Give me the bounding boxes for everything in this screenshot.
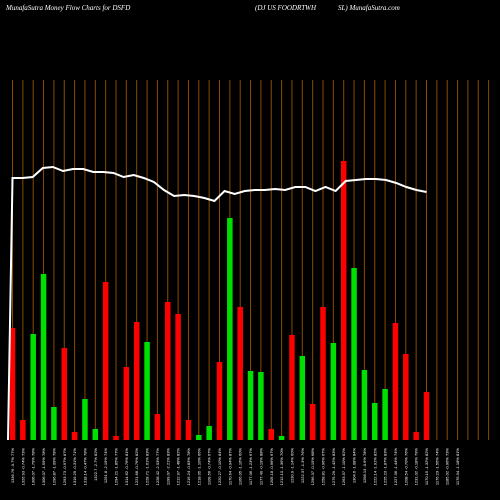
money-flow-bar-40	[413, 432, 419, 440]
money-flow-bar-14	[144, 342, 150, 440]
x-tick-label-5: 1296.87 -1.09% 78%	[51, 448, 56, 486]
money-flow-bar-28	[289, 335, 295, 440]
money-flow-bar-12	[123, 367, 130, 440]
money-flow-bar-8	[82, 399, 88, 440]
money-flow-bar-10	[102, 282, 109, 440]
money-flow-bar-24	[247, 371, 254, 440]
x-tick-label-40: 1231.02 -0.18% 79%	[414, 448, 419, 486]
x-tick-label-41: 1170.15 -1.32% 82%	[424, 448, 429, 486]
money-flow-bar-21	[216, 362, 223, 440]
x-tick-label-20: 1109.56 -0.74% 67%	[207, 448, 212, 486]
x-tick-label-16: 1199.07 -2.21% 83%	[165, 448, 170, 486]
money-flow-bar-2	[20, 420, 26, 440]
money-flow-bar-13	[133, 322, 140, 440]
x-tick-label-24: 1177.06 -1.23% 67%	[248, 448, 253, 486]
money-flow-bar-30	[309, 404, 316, 440]
money-flow-bar-38	[392, 323, 399, 440]
money-flow-bar-39	[403, 354, 409, 440]
money-flow-bar-7	[71, 432, 78, 440]
x-tick-label-31: 1258.81 -0.96% 67%	[321, 448, 326, 486]
x-tick-label-25: 1177.40 -0.19% 88%	[258, 448, 263, 486]
x-tick-label-42: 1176.23 -1.56% 74%	[434, 448, 439, 486]
x-tick-label-22: 1170.64 -0.94% 87%	[227, 448, 232, 486]
money-flow-bar-15	[154, 414, 161, 440]
x-tick-label-35: 1298.13 -0.6% 78%	[362, 448, 367, 484]
money-flow-bar-19	[196, 435, 202, 440]
money-flow-bar-25	[258, 372, 264, 440]
x-tick-label-6: 1293.73 -0.97% 87%	[62, 448, 67, 486]
money-flow-bar-27	[278, 436, 285, 440]
x-tick-label-12: 1314.62 -0.76% 81%	[124, 448, 129, 486]
x-tick-label-26: 1205.18 -0.96% 67%	[269, 448, 274, 486]
x-tick-label-14: 1228.71 -1.61% 83%	[145, 448, 150, 486]
money-flow-bar-33	[340, 161, 347, 440]
money-flow-bar-41	[423, 392, 430, 440]
money-flow-bar-20	[206, 426, 212, 440]
money-flow-bar-23	[237, 307, 243, 440]
x-tick-label-27: 1212.10 -1.36% 70%	[279, 448, 284, 486]
money-flow-bar-5	[51, 407, 57, 440]
x-tick-label-17: 1212.97 -1.48% 82%	[176, 448, 181, 486]
x-tick-label-19: 1218.05 -1.10% 66%	[196, 448, 201, 486]
money-flow-bar-31	[320, 307, 326, 440]
x-tick-label-44: 1176.34 -1.18% 81%	[455, 448, 460, 486]
money-flow-bar-32	[330, 343, 337, 440]
x-tick-label-28: 1230.9 -1.14% 60%	[289, 448, 294, 484]
money-flow-bar-29	[299, 356, 306, 440]
money-flow-bar-1	[9, 328, 16, 440]
money-flow-bar-3	[30, 334, 36, 440]
money-flow-bar-4	[40, 274, 47, 440]
money-flow-bar-35	[361, 370, 368, 440]
x-tick-label-3: 1306.07 -1.79% 78%	[31, 448, 36, 486]
price-line	[7, 165, 427, 441]
x-tick-label-7: 1319.29 -0.31% 71%	[72, 448, 77, 486]
x-tick-label-29: 1222.37 -1.3% 76%	[300, 448, 305, 484]
money-flow-bars	[9, 161, 430, 440]
x-tick-label-13: 1221.68 -0.76% 82%	[134, 448, 139, 486]
money-flow-bar-11	[113, 436, 119, 440]
x-tick-label-34: 1304.6 -1.08% 84%	[352, 448, 357, 484]
money-flow-bar-22	[227, 218, 233, 440]
money-flow-bar-37	[382, 389, 388, 440]
x-tick-label-37: 1225.23 -1.87% 83%	[383, 448, 388, 486]
x-tick-label-23: 1166.05 -1.16% 60%	[238, 448, 243, 486]
x-tick-labels: 1336.76 -0.7% 77% 1326.93 -0.74% 73% 1306.…	[10, 448, 460, 486]
x-tick-label-1: 1336.76 -0.7% 77%	[10, 448, 15, 484]
chart-title-left: MunafaSutra Money Flow Charts for DSFD	[5, 4, 130, 12]
x-tick-label-4: 1306.07 -1.59% 78%	[41, 448, 46, 486]
money-flow-bar-16	[165, 302, 171, 440]
x-tick-label-38: 1227.36 -1.44% 74%	[393, 448, 398, 486]
x-tick-label-30: 1296.37 -0.15% 68%	[310, 448, 315, 486]
money-flow-bar-18	[185, 420, 192, 440]
x-tick-label-10: 1291.8 -2.19% 74%	[103, 448, 108, 484]
money-flow-bar-6	[61, 348, 67, 440]
x-tick-label-8: 1318.14 -0.47% 78%	[82, 448, 87, 486]
money-flow-bar-26	[268, 429, 274, 440]
x-tick-label-39: 1208.54 -0.70% 76%	[403, 448, 408, 486]
money-flow-bar-36	[372, 403, 378, 440]
x-tick-label-36: 1222.14 -1.91% 82%	[372, 448, 377, 486]
x-tick-label-43: 1185.02 -0.96% 73%	[445, 448, 450, 486]
x-tick-label-9: 1322.7 -2.7% 82%	[93, 448, 98, 481]
money-flow-bar-9	[92, 429, 99, 440]
money-flow-bar-34	[351, 268, 357, 440]
x-tick-label-32: 1275.29 -1.42% 83%	[331, 448, 336, 486]
x-tick-label-15: 1228.42 -2.03% 77%	[155, 448, 160, 486]
x-tick-label-11: 1294.21 -1.85% 77%	[114, 448, 119, 486]
chart-title-center: (DJ US FOODRTWH	[255, 4, 317, 12]
x-tick-label-18: 1216.24 -0.83% 78%	[186, 448, 191, 486]
chart-title-right: SL) MunafaSutra.com	[338, 4, 400, 12]
x-tick-label-2: 1326.93 -0.74% 73%	[20, 448, 25, 486]
x-tick-label-21: 1220.27 -0.10% 84%	[217, 448, 222, 486]
x-tick-label-33: 1263.37 -1.10% 82%	[341, 448, 346, 486]
money-flow-bar-17	[175, 314, 181, 440]
